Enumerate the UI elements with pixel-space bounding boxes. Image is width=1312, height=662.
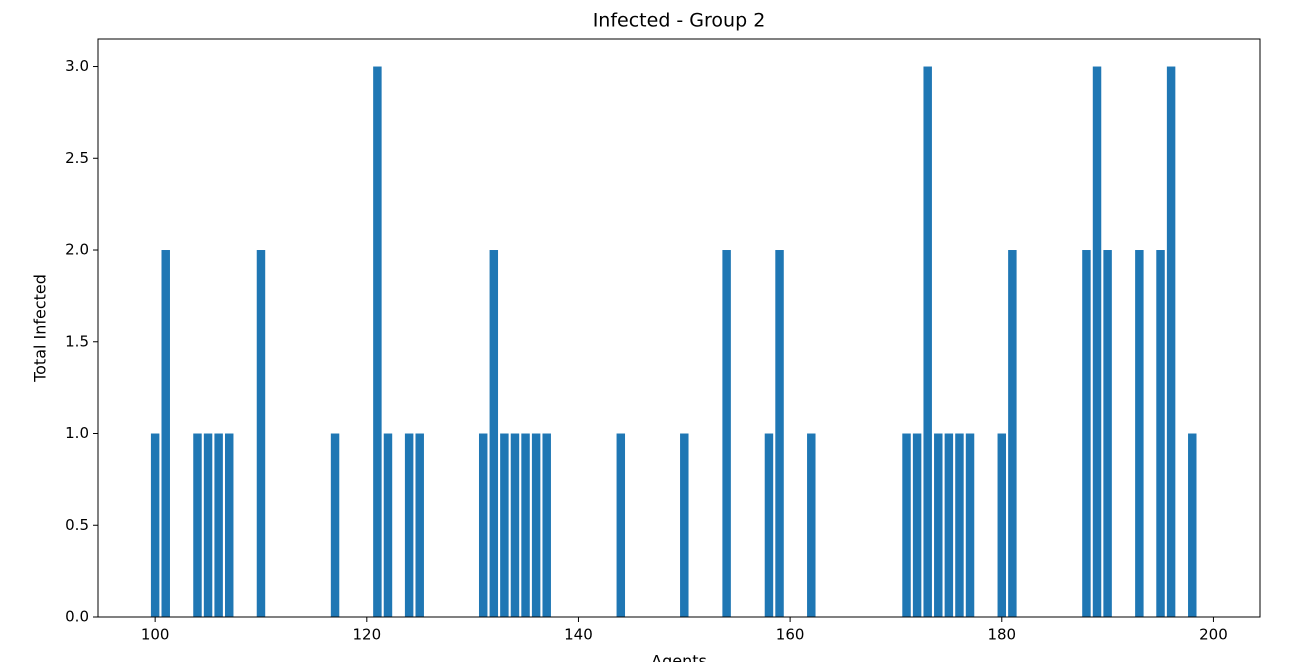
bar: [923, 66, 932, 618]
bar: [478, 433, 488, 617]
x-tick-label: 200: [1199, 626, 1228, 644]
bar: [722, 250, 731, 617]
bar: [510, 433, 520, 617]
bar: [934, 433, 943, 617]
y-axis-label: Total Infected: [31, 274, 50, 383]
bar: [224, 433, 234, 617]
y-tick-label: 2.5: [65, 149, 89, 167]
bar: [383, 433, 393, 617]
bar: [415, 433, 424, 617]
bar: [161, 250, 170, 617]
bar: [912, 433, 922, 617]
bar: [521, 433, 530, 617]
axes-frame: [97, 38, 1261, 618]
bar: [531, 433, 541, 617]
bar: [616, 433, 626, 617]
bar: [214, 433, 223, 617]
bar: [373, 66, 382, 618]
y-tick-label: 0.0: [65, 608, 89, 626]
y-tick-label: 3.0: [65, 57, 89, 75]
y-tick-label: 1.0: [65, 424, 89, 442]
bar: [1135, 250, 1144, 617]
chart-title: Infected - Group 2: [593, 10, 766, 32]
x-tick-label: 120: [352, 626, 381, 644]
bar: [955, 433, 964, 617]
y-tick-label: 2.0: [65, 241, 89, 259]
x-tick-label: 100: [141, 626, 170, 644]
bar: [330, 433, 340, 617]
x-tick-label: 180: [987, 626, 1016, 644]
bar: [203, 433, 213, 617]
bar: [944, 433, 954, 617]
bar: [1008, 250, 1017, 617]
y-tick-label: 0.5: [65, 516, 89, 534]
bar: [1092, 66, 1102, 618]
bar: [1156, 250, 1165, 617]
bar: [807, 433, 816, 617]
bar: [902, 433, 911, 617]
bar: [680, 433, 689, 617]
bar: [775, 250, 784, 617]
bar: [500, 433, 509, 617]
bar: [1103, 250, 1112, 617]
x-tick-label: 160: [776, 626, 805, 644]
bar: [256, 250, 266, 617]
x-axis-label: Agents: [651, 652, 707, 662]
bar: [997, 433, 1007, 617]
bar: [542, 433, 551, 617]
bar: [1082, 250, 1091, 617]
bar: [1188, 433, 1197, 617]
bar: [764, 433, 774, 617]
bar: [965, 433, 975, 617]
bar: [150, 433, 160, 617]
bar: [404, 433, 414, 617]
bar: [1166, 66, 1176, 618]
bar: [489, 250, 499, 617]
x-tick-label: 140: [564, 626, 593, 644]
bar: [193, 433, 202, 617]
y-tick-label: 1.5: [65, 332, 89, 350]
